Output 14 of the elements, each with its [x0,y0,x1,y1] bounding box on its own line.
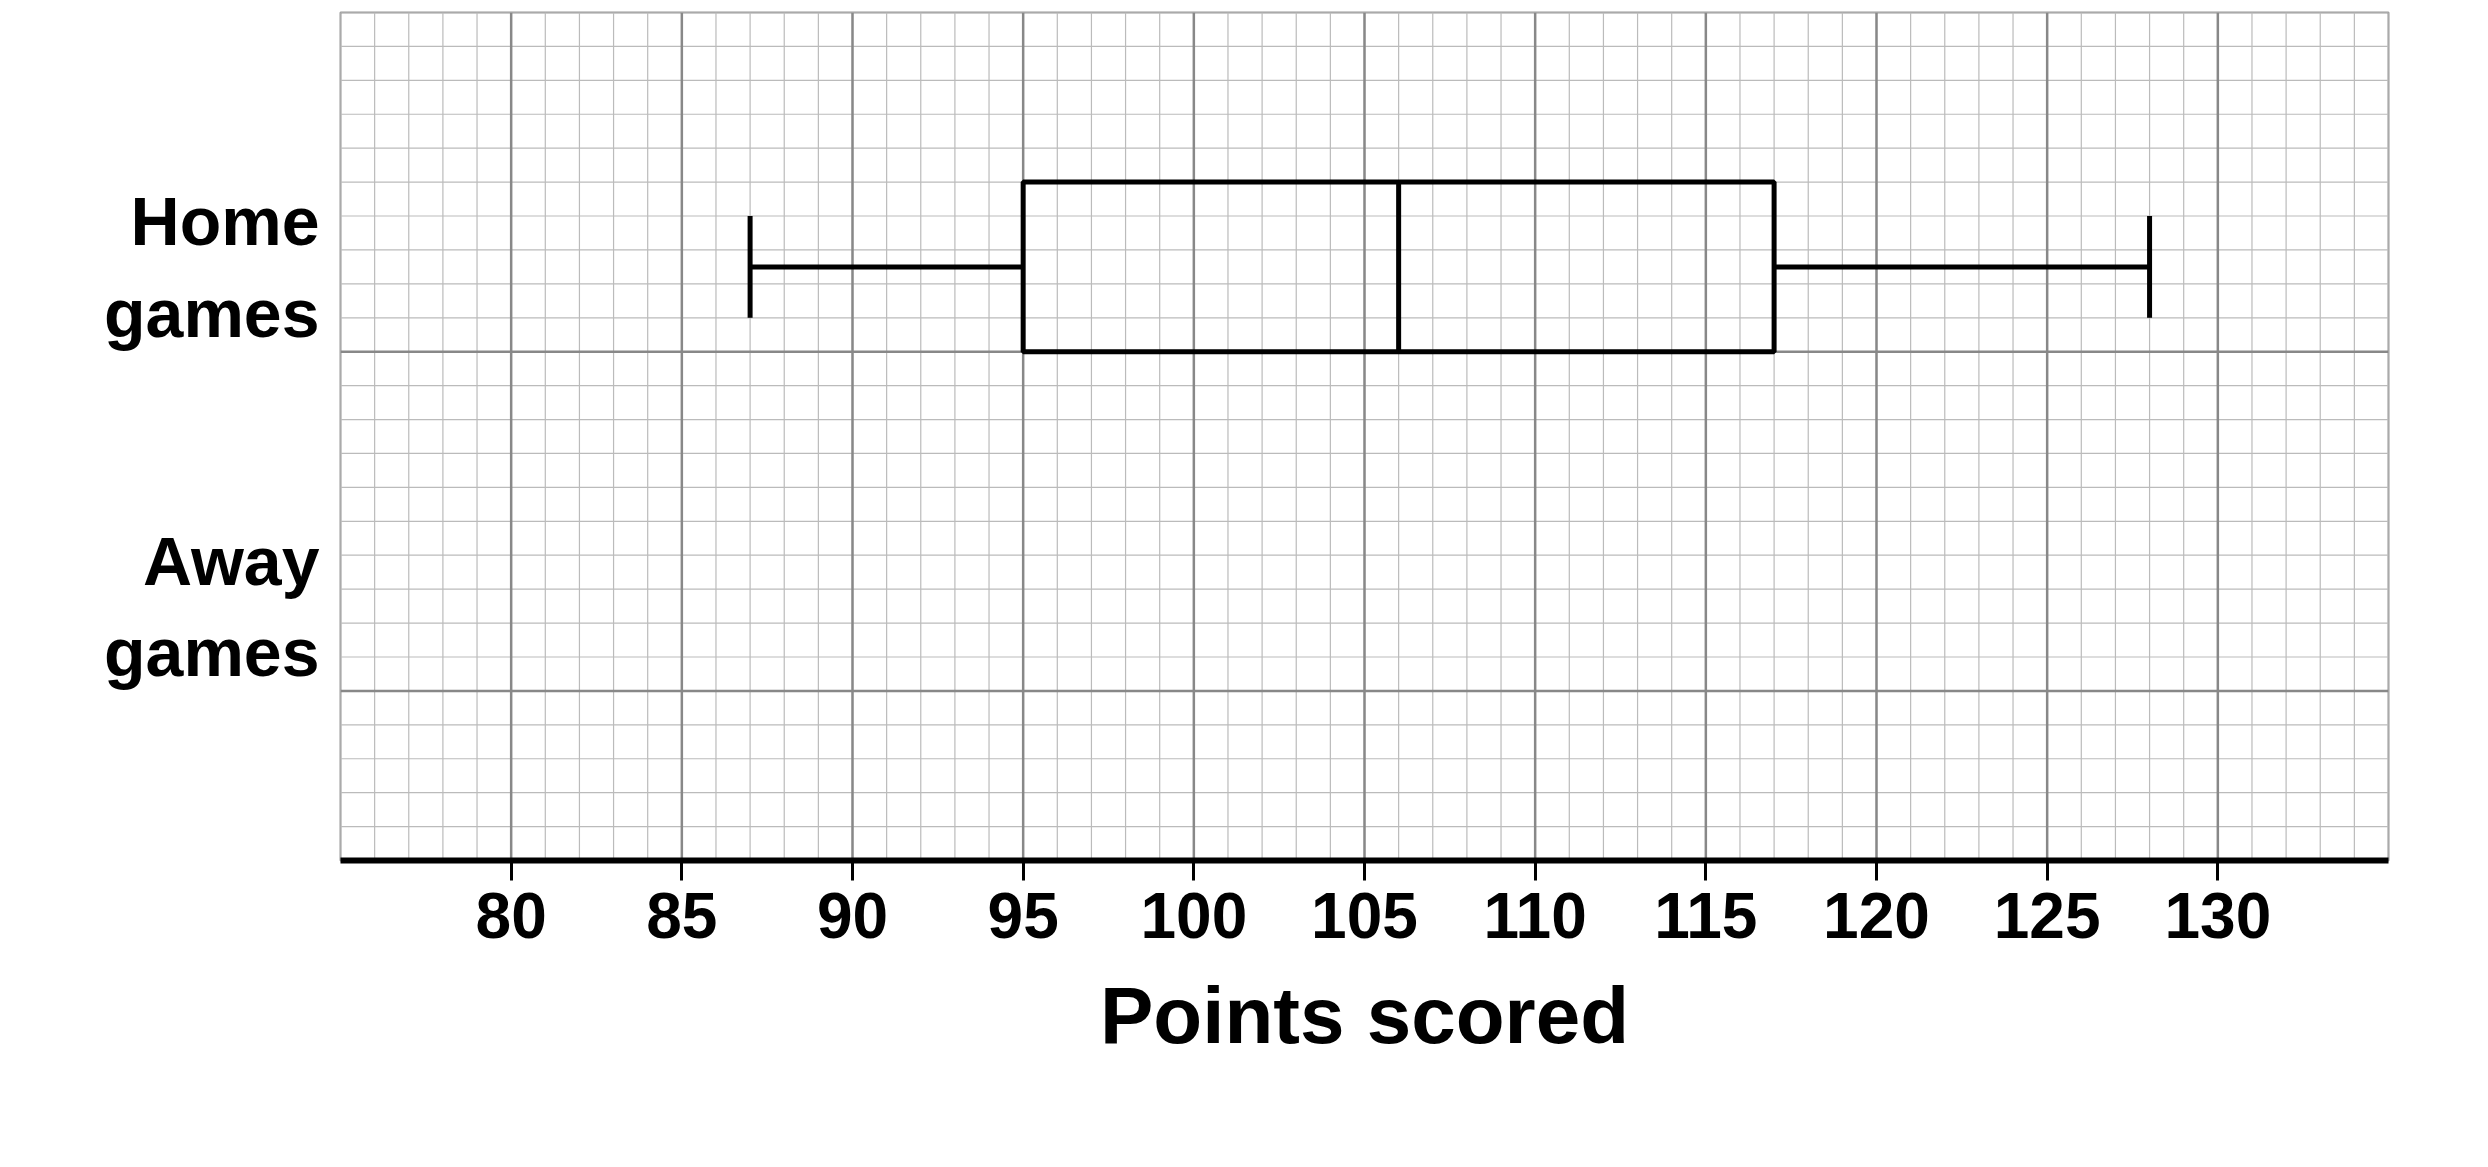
x-tick-label: 110 [1483,879,1587,952]
y-tick-label: Home games [104,183,320,351]
y-tick-label: Away games [104,522,320,690]
x-axis-title: Points scored [1099,970,1630,1060]
x-tick-label: 130 [2164,879,2272,952]
x-tick-label: 80 [475,879,547,952]
x-tick-label: 95 [987,879,1059,952]
x-tick-label: 85 [646,879,718,952]
x-tick-label: 100 [1140,879,1248,952]
x-tick-label: 105 [1311,879,1418,952]
x-tick-label: 125 [1993,879,2101,952]
x-tick-label: 120 [1823,879,1930,952]
x-tick-label: 90 [816,879,889,952]
x-tick-label: 115 [1654,879,1758,952]
